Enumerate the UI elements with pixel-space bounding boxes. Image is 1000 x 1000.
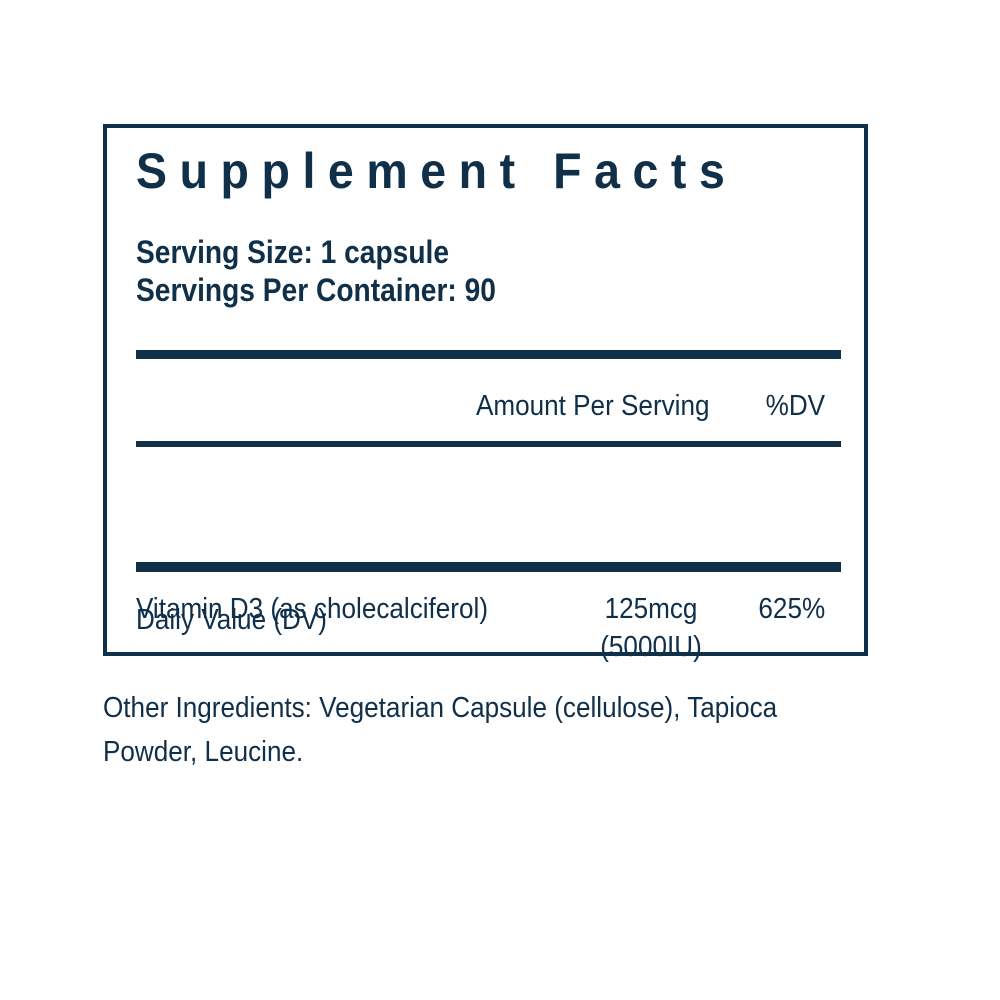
page-title: Supplement Facts [136, 143, 738, 199]
nutrient-amount-secondary: (5000IU) [600, 631, 702, 663]
nutrient-amount-primary: 125mcg [604, 593, 698, 625]
other-ingredients-line-2: Powder, Leucine. [103, 736, 304, 768]
supplement-facts-panel: Supplement Facts Serving Size: 1 capsule… [103, 124, 868, 663]
servings-per-container: Servings Per Container: 90 [136, 272, 496, 308]
divider-thick-top [136, 350, 841, 359]
nutrient-percent-dv: 625% [758, 593, 825, 625]
divider-under-headers [136, 441, 841, 447]
nutrient-amount: 125mcg (5000IU) [571, 590, 731, 666]
daily-value-footnote: Daily Value (DV) [136, 604, 327, 636]
column-header-percent-dv: %DV [765, 390, 825, 422]
column-header-amount-per-serving: Amount Per Serving [476, 390, 710, 422]
other-ingredients-text: Other Ingredients: Vegetarian Capsule (c… [103, 686, 833, 774]
divider-thick-bottom [136, 562, 841, 572]
column-header-row: Amount Per Serving %DV [136, 386, 841, 426]
serving-info: Serving Size: 1 capsule Servings Per Con… [136, 233, 545, 309]
serving-size: Serving Size: 1 capsule [136, 234, 450, 270]
nutrient-name: Vitamin D3 (as cholecalciferol) [136, 593, 489, 625]
other-ingredients-line-1: Other Ingredients: Vegetarian Capsule (c… [103, 692, 778, 724]
